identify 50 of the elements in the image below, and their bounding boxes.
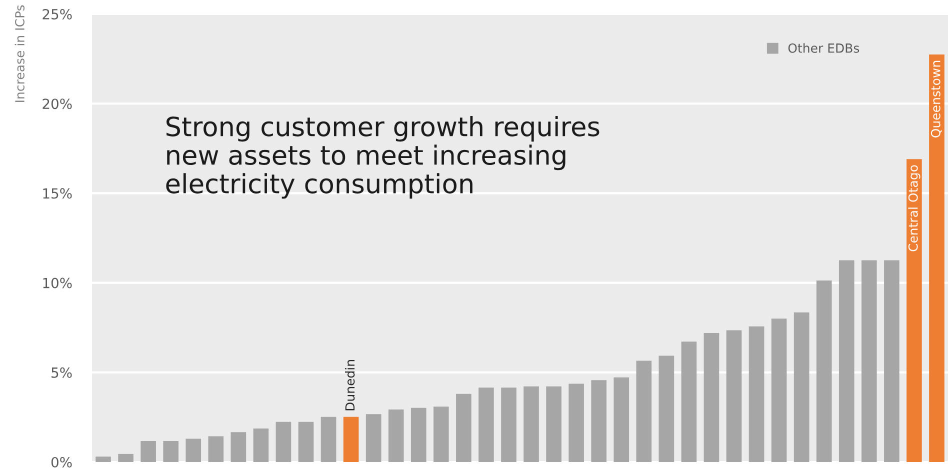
x-tick-label: Central Otago [908,165,920,252]
bar [320,416,336,462]
annotation: Strong customer growth requires new assets to meet increasing electricity consumption [166,116,600,199]
bar [276,422,292,462]
y-axis-title: Increase in ICPs [14,5,24,102]
bar [568,384,584,462]
bar [681,342,697,462]
bar [186,438,202,462]
bar [456,394,472,462]
bar [230,432,246,462]
bar [614,377,630,462]
bar [794,312,810,462]
bar [906,159,922,462]
bar [658,356,674,462]
bar [748,326,764,462]
bar [434,406,449,462]
bar [771,318,787,462]
bar [96,456,111,462]
bar [884,260,900,462]
bar [524,386,539,462]
y-tick-label: 20% [42,98,72,110]
bar [838,260,854,462]
legend-label: Other EDBs [788,43,860,53]
bar [501,388,516,462]
y-tick-label: 10% [43,278,72,288]
bar [343,416,359,462]
bar [388,409,404,462]
bar [816,280,832,462]
bar [410,408,426,462]
bar [163,441,178,462]
bar [253,428,269,462]
x-tick-label: Queenstown [930,60,942,138]
bar [636,360,652,462]
bar [704,332,720,462]
y-tick-label: 5% [52,367,72,378]
bar [118,454,134,462]
bar [366,414,382,462]
bar [140,441,156,462]
bar [591,380,606,462]
bar [862,260,877,462]
x-tick-label: Dunedin [345,360,355,410]
y-tick-label: 15% [43,188,72,199]
y-tick-label: 0% [51,456,72,468]
bar [208,436,224,462]
y-tick-label: 25% [42,8,72,20]
bar [929,54,944,462]
bar [298,422,314,462]
bar [546,386,562,462]
bar [726,330,742,462]
bar [478,388,494,462]
